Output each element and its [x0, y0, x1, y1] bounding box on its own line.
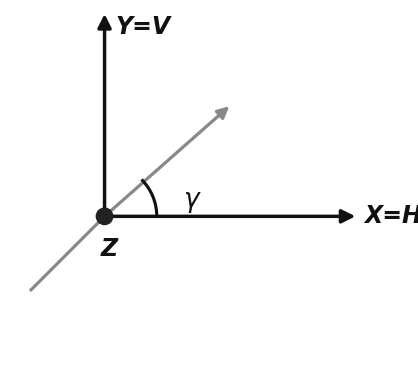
Text: Z: Z [100, 237, 117, 261]
Text: X=H: X=H [364, 204, 418, 228]
Circle shape [97, 208, 113, 225]
Text: γ: γ [183, 186, 199, 213]
Text: Y=V: Y=V [116, 15, 171, 39]
